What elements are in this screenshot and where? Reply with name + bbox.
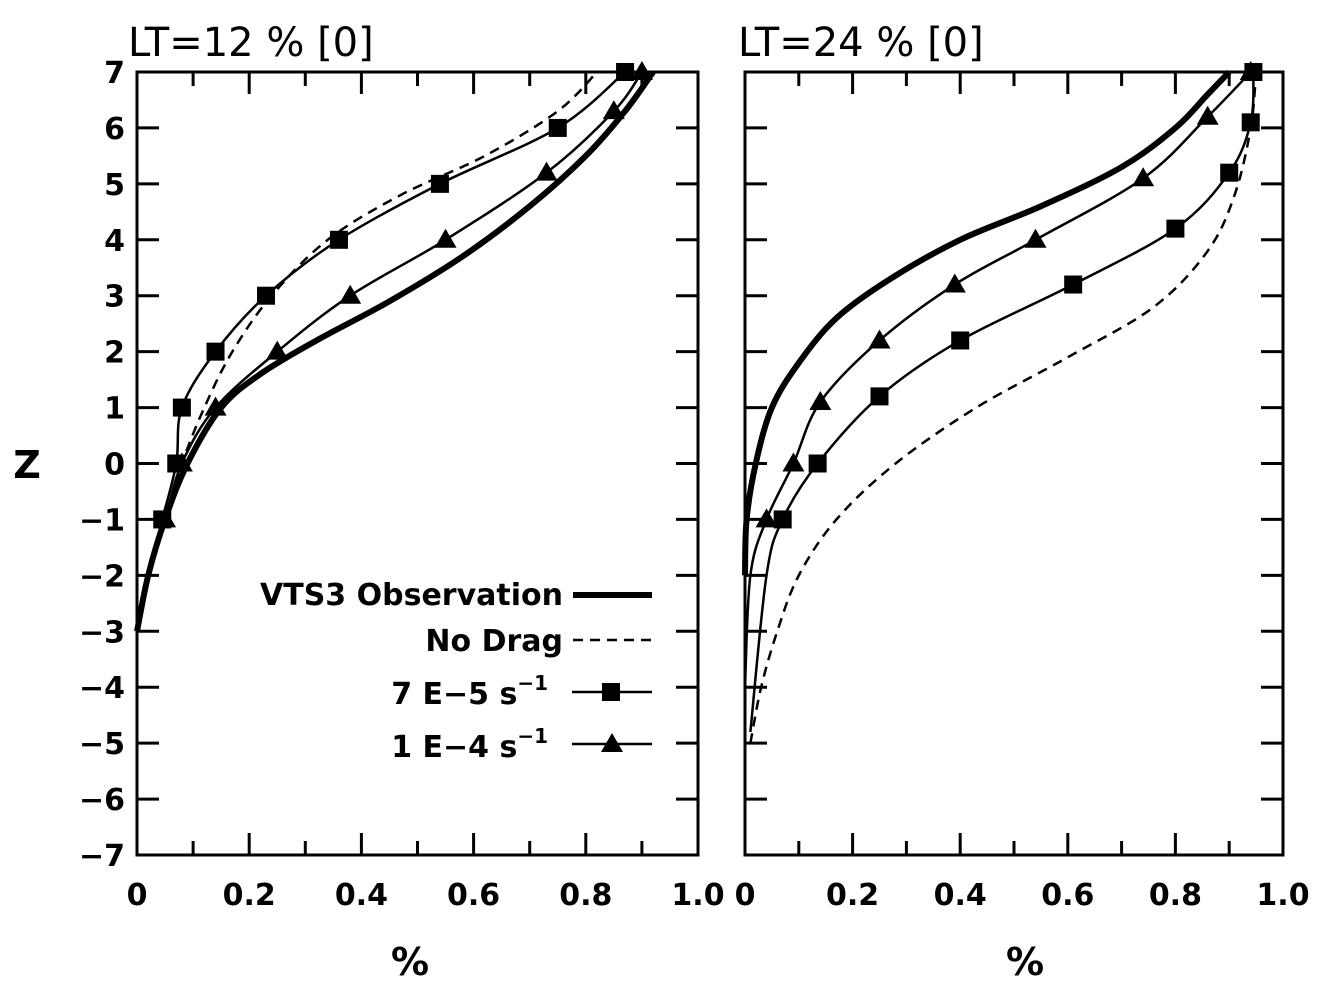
y-tick-label: −7	[79, 839, 125, 874]
y-tick-label: 2	[104, 336, 125, 371]
y-tick-label: −2	[79, 559, 125, 594]
series-point-square	[1064, 275, 1083, 294]
series-point-triangle	[1196, 105, 1219, 125]
x-tick-label: 0.2	[826, 878, 879, 913]
series-point-triangle	[266, 340, 289, 360]
series-point-triangle	[630, 61, 653, 80]
legend-label-7e5: 7 E−5 s−1	[391, 671, 548, 712]
x-tick-label: 0.6	[1041, 878, 1094, 913]
series-point-square	[870, 387, 889, 406]
y-tick-label: 0	[104, 448, 125, 483]
x-tick-label: 0	[735, 878, 756, 913]
legend-label-1e4-sup: −1	[517, 724, 548, 748]
y-tick-label: −3	[79, 615, 125, 650]
y-tick-label: 1	[104, 392, 125, 427]
legend-label-7e5-main: 7 E−5 s	[391, 677, 517, 712]
series-point-triangle	[809, 390, 832, 410]
series-line-triangle	[743, 71, 1252, 688]
legend: VTS3 Observation No Drag 7 E−5 s−1 1 E−4…	[260, 578, 652, 765]
legend-label-7e5-sup: −1	[517, 671, 548, 695]
series-point-triangle	[1024, 228, 1047, 248]
series-point-triangle	[943, 273, 966, 293]
legend-label-nodrag: No Drag	[425, 624, 563, 659]
series-point-square	[206, 342, 225, 361]
x-tick-label: 0.2	[223, 878, 276, 913]
series-point-triangle	[1132, 167, 1155, 187]
series-point-triangle	[868, 329, 891, 349]
y-tick-label: 7	[104, 56, 125, 91]
series-point-square	[951, 331, 970, 350]
series-point-square	[430, 174, 449, 193]
panel-left-xlabel: %	[391, 940, 429, 984]
x-tick-label: 1.0	[671, 878, 724, 913]
x-tick-label: 0.4	[335, 878, 388, 913]
y-tick-label: −5	[79, 727, 125, 762]
y-tick-label: 5	[104, 168, 125, 203]
series-line-thick	[742, 69, 1232, 576]
y-tick-label: 3	[104, 280, 125, 315]
y-tick-label: 6	[104, 112, 125, 147]
y-axis-label: Z	[13, 443, 41, 487]
series-line-dashed	[749, 71, 1258, 744]
series-point-square	[329, 230, 348, 249]
series-point-triangle	[535, 161, 558, 181]
series-point-square	[616, 63, 635, 81]
panel-left: LT=12 % [0] % Z 0 0.2 0.4 0.6 0.8 1.0 7 6 5 4 3 2 1 0…	[13, 20, 724, 984]
series-point-square	[1241, 113, 1260, 132]
series-point-square	[172, 398, 191, 417]
series-point-square	[1220, 163, 1239, 182]
y-tick-label: −6	[79, 783, 125, 818]
series-point-triangle	[755, 508, 778, 528]
series-point-triangle	[782, 452, 805, 472]
legend-label-observation: VTS3 Observation	[260, 578, 563, 613]
x-tick-label: 0	[127, 878, 148, 913]
x-tick-label: 0.8	[1149, 878, 1202, 913]
series-point-triangle	[339, 284, 362, 304]
panel-right-title: LT=24 % [0]	[738, 20, 984, 66]
series-point-triangle	[434, 228, 457, 248]
series-point-square	[548, 118, 567, 137]
x-tick-label: 0.8	[559, 878, 612, 913]
legend-label-1e4-main: 1 E−4 s	[391, 730, 517, 765]
series-point-square	[808, 454, 827, 473]
panel-right-xlabel: %	[1006, 940, 1044, 984]
series-point-square	[773, 510, 792, 529]
x-tick-label: 1.0	[1256, 878, 1309, 913]
x-tick-label: 0.4	[934, 878, 987, 913]
y-tick-label: 4	[104, 224, 125, 259]
series-point-triangle	[204, 396, 227, 416]
series-point-square	[257, 286, 276, 305]
series-line-dashed	[135, 71, 598, 632]
series-point-triangle	[170, 452, 193, 472]
series-point-triangle	[602, 100, 625, 120]
series-point-triangle	[1239, 61, 1262, 80]
legend-swatch-1e4-marker	[601, 733, 623, 752]
series-point-square	[1166, 219, 1185, 238]
panel-right: LT=24 % [0] % 0 0.2 0.4 0.6 0.8 1.0	[735, 20, 1310, 984]
legend-label-1e4: 1 E−4 s−1	[391, 724, 548, 765]
y-tick-label: −1	[79, 503, 125, 538]
y-tick-label: −4	[79, 671, 125, 706]
series-point-triangle	[154, 508, 177, 528]
legend-swatch-7e5-marker	[602, 683, 620, 701]
x-tick-label: 0.6	[447, 878, 500, 913]
panel-left-title: LT=12 % [0]	[128, 20, 374, 66]
